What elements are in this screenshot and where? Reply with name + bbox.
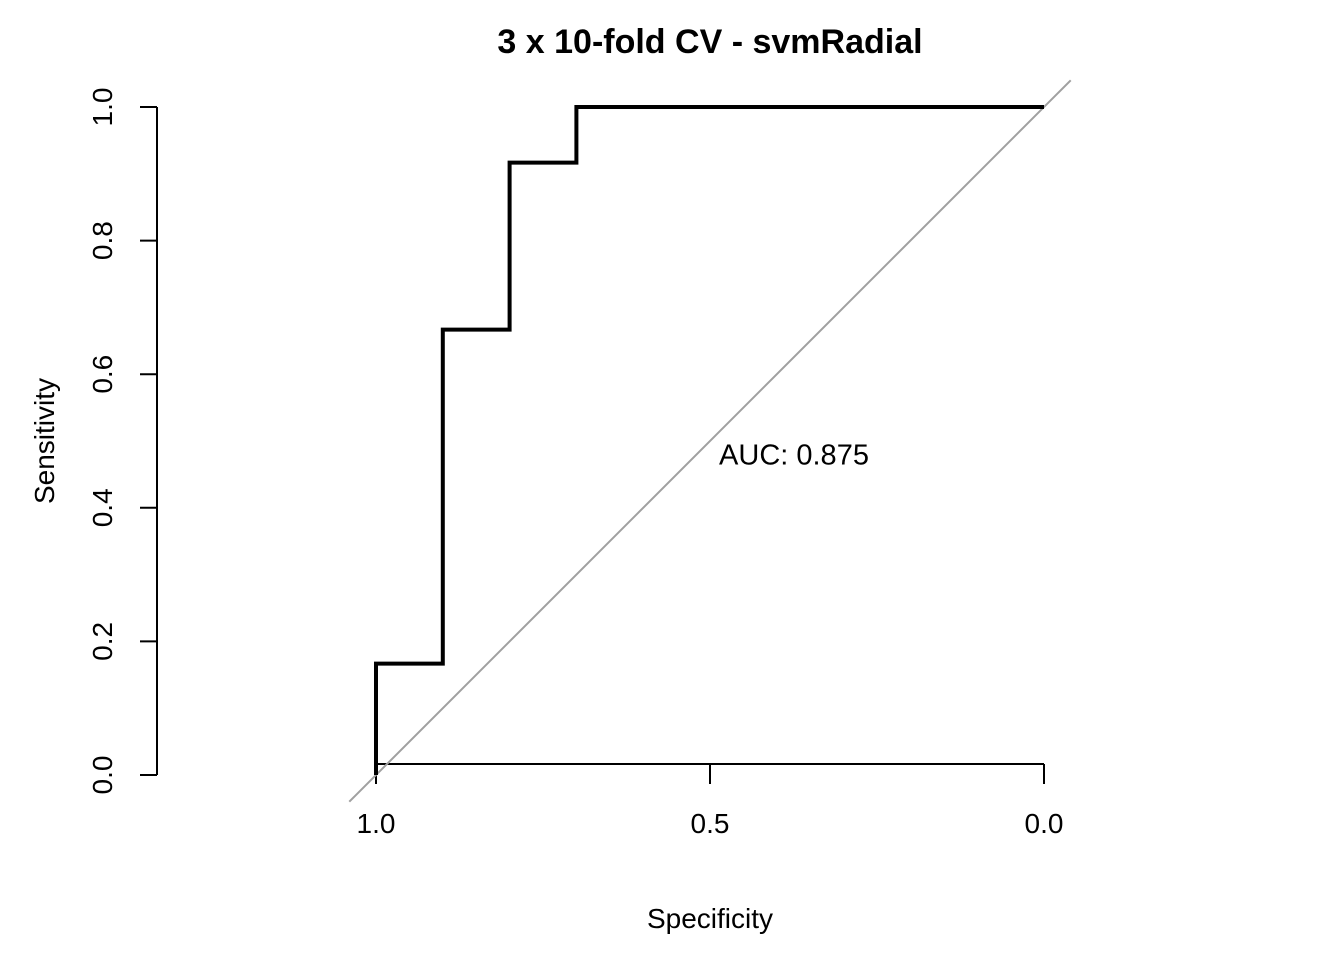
- y-axis-ticks: 0.0 0.2 0.4 0.6 0.8 1.0: [87, 88, 157, 795]
- y-tick-label: 0.2: [87, 622, 118, 661]
- y-axis-label: Sensitivity: [29, 378, 60, 504]
- x-axis-ticks: 1.0 0.5 0.0: [357, 764, 1064, 839]
- y-tick-label: 0.6: [87, 355, 118, 394]
- x-axis-label: Specificity: [647, 903, 773, 934]
- axes: [156, 107, 1044, 775]
- x-tick-label: 0.5: [691, 808, 730, 839]
- y-tick-label: 0.8: [87, 221, 118, 260]
- chart-title: 3 x 10-fold CV - svmRadial: [497, 23, 922, 61]
- x-tick-label: 1.0: [357, 808, 396, 839]
- x-tick-label: 0.0: [1025, 808, 1064, 839]
- reference-diagonal: [348, 79, 1072, 803]
- auc-annotation: AUC: 0.875: [719, 439, 869, 471]
- y-tick-label: 0.0: [87, 756, 118, 795]
- roc-curve-line: [374, 105, 1044, 775]
- y-tick-label: 0.4: [87, 488, 118, 527]
- y-tick-label: 1.0: [87, 88, 118, 127]
